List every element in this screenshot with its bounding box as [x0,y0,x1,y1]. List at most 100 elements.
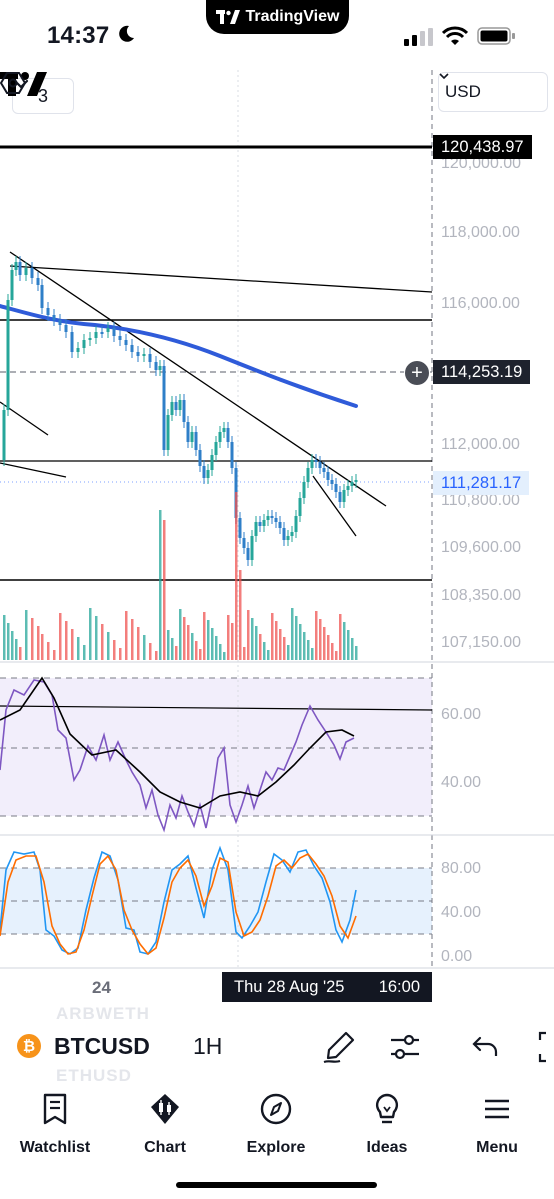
symbol-button[interactable]: BTCUSD [54,1033,150,1059]
ghost-symbol-bottom: ETHUSD [56,1066,132,1085]
volume-bar [163,520,166,660]
volume-bar [59,613,62,660]
nav-chart[interactable]: Chart [115,1092,215,1157]
level-price-tag[interactable]: 120,438.97 [433,135,532,159]
stoch-axis-label: 40.00 [441,904,482,921]
rsi-average-line [0,676,355,809]
candle-body [246,548,250,560]
candle-body [112,328,116,336]
stoch-k-line [0,845,357,955]
volume-bar [275,621,278,660]
symbol-toolbar: ARBWETH ETHUSD ₿ BTCUSD 1H [0,1004,554,1085]
crosshair-date-tag: Thu 28 Aug '25 16:00 [222,972,432,1002]
settings-hexagon-icon[interactable] [0,70,26,96]
candle-body [230,442,234,468]
interval-button[interactable]: 1H [193,1033,223,1059]
volume-bar [149,643,152,660]
price-axis-label: 112,000.00 [441,436,520,453]
volume-bar [299,624,302,660]
volume-bar [303,632,306,660]
candle-body [330,480,334,484]
candle-body [174,402,178,410]
nav-watchlist[interactable]: Watchlist [5,1092,105,1157]
chart-icon [151,1094,179,1124]
candle-body [198,450,202,466]
nav-watchlist-label: Watchlist [19,1139,91,1156]
candle-body [118,336,122,340]
candle-body [242,538,246,548]
candle-body [14,262,18,270]
candle-body [294,516,298,532]
candle-body [106,328,110,332]
stoch-axis-label: 80.00 [441,860,482,877]
watchlist-icon [43,1093,67,1125]
nav-menu[interactable]: Menu [447,1092,547,1157]
volume-bar [327,635,330,660]
home-indicator [176,1182,377,1188]
volume-bar [195,641,198,660]
volume-bar [311,648,314,660]
interval-selector-value: 3 [37,85,48,106]
volume-bar [219,644,222,660]
candle-body [298,498,302,516]
volume-bar [279,629,282,660]
volume-bar [107,632,110,660]
candle-body [346,486,350,490]
candle-body [258,522,262,526]
interval-selector-button[interactable]: 3 [12,78,74,114]
time-axis-day-label: 24 [92,978,111,997]
price-chart[interactable]: 3 USD 120,000.00 118,000.00 116,000.00 1… [0,70,554,1004]
status-time: 14:37 [47,22,110,49]
undo-icon[interactable] [470,1030,500,1064]
candle-body [64,325,68,332]
volume-bar [335,651,338,660]
candle-body [238,518,242,538]
candle-body [182,400,186,422]
stoch-d-line [0,852,357,956]
tradingview-pill: TradingView [206,0,349,34]
trendline-channel-low [312,475,357,537]
volume-bar [223,652,226,660]
volume-bar [101,624,104,660]
fullscreen-icon[interactable] [536,1030,554,1064]
volume-bar [83,645,86,660]
chart-canvas[interactable] [0,70,554,1004]
candle-body [274,518,278,522]
candle-body [82,340,86,348]
candle-body [206,470,210,478]
candle-body [350,482,354,486]
nav-explore[interactable]: Explore [226,1092,326,1157]
candle-body [342,490,346,502]
nav-ideas[interactable]: Ideas [337,1092,437,1157]
candle-body [2,410,6,460]
volume-bar [283,637,286,660]
rsi-axis-label: 40.00 [441,774,482,791]
currency-select[interactable]: USD [438,72,548,112]
price-axis-label: 118,000.00 [441,224,520,241]
volume-bar [137,627,140,660]
indicators-sliders-icon[interactable] [388,1030,422,1064]
volume-bar [263,642,266,660]
candle-body [270,516,274,518]
volume-bar [235,492,238,660]
nav-ideas-label: Ideas [366,1139,408,1156]
trendline-descending [9,251,387,507]
candle-body [170,402,174,415]
stoch-axis-label: 0.00 [441,948,473,965]
volume-bar [255,626,258,660]
volume-bar [37,626,40,660]
compass-icon [260,1093,292,1125]
moving-average-line [0,304,358,408]
volume-bar [3,615,6,660]
candle-body [190,432,194,442]
candle-body [100,332,104,334]
volume-bar [355,646,358,660]
add-alert-plus-icon[interactable]: + [404,360,430,386]
volume-bar [119,648,122,660]
candle-body [18,262,22,275]
volume-bar [95,616,98,660]
volume-bar [307,640,310,660]
bottom-navigation: Watchlist Chart Explore Ideas Menu [0,1084,554,1199]
drawing-pen-icon[interactable] [322,1030,356,1064]
rsi-line [0,679,355,833]
